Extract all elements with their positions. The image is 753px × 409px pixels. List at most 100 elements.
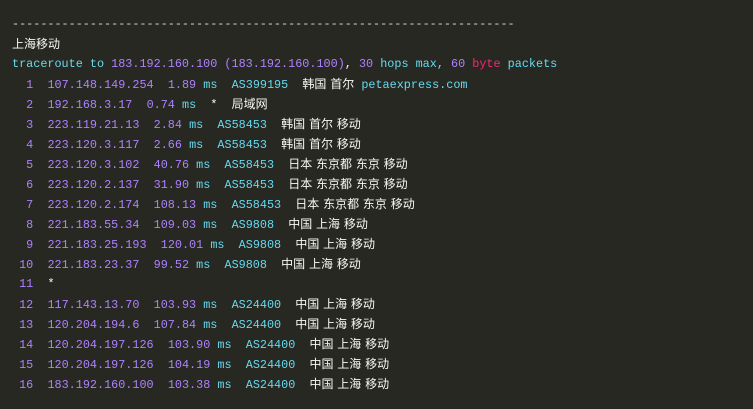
hop-unit: ms: [203, 198, 218, 212]
hop-location: 中国 上海 移动: [295, 317, 375, 331]
separator-line: ----------------------------------------…: [12, 17, 515, 31]
hop-row: 6 223.120.2.137 31.90 ms AS58453 日本 东京都 …: [12, 174, 557, 194]
cmd-packets: packets: [500, 57, 558, 71]
hop-row: 1 107.148.149.254 1.89 ms AS399195 韩国 首尔…: [12, 74, 557, 94]
hop-asn: AS58453: [217, 118, 267, 132]
hop-number: 3: [19, 118, 34, 132]
hop-unit: ms: [203, 218, 218, 232]
cmd-target-paren: (183.192.160.100): [224, 57, 345, 71]
hop-unit: ms: [196, 178, 211, 192]
hop-unit: ms: [203, 318, 218, 332]
hop-asn: AS24400: [245, 378, 296, 392]
hop-ip: 223.120.3.117: [47, 138, 140, 152]
hop-domain: petaexpress.com: [361, 78, 468, 92]
hop-unit: ms: [181, 98, 197, 112]
hop-list: 1 107.148.149.254 1.89 ms AS399195 韩国 首尔…: [12, 74, 557, 394]
hop-latency: 2.66: [153, 138, 182, 152]
hop-row: 8 221.183.55.34 109.03 ms AS9808 中国 上海 移…: [12, 214, 557, 234]
hop-number: 2: [19, 98, 34, 112]
hop-latency: 31.90: [153, 178, 190, 192]
hop-number: 4: [19, 138, 34, 152]
hop-ip: 107.148.149.254: [47, 78, 154, 92]
hop-asn: AS58453: [224, 178, 275, 192]
hop-location: 韩国 首尔: [302, 77, 355, 91]
hop-ip: 221.183.55.34: [47, 218, 140, 232]
hop-latency: 109.03: [153, 218, 197, 232]
hop-latency: 103.38: [167, 378, 211, 392]
hop-latency: 107.84: [153, 318, 197, 332]
hop-asn: AS24400: [231, 298, 282, 312]
hop-asn: AS58453: [231, 198, 282, 212]
hop-number: 15: [19, 358, 34, 372]
hop-row: 3 223.119.21.13 2.84 ms AS58453 韩国 首尔 移动: [12, 114, 557, 134]
hop-ip: *: [47, 277, 55, 291]
hop-number: 8: [19, 218, 34, 232]
hop-ip: 221.183.23.37: [47, 258, 140, 272]
hop-latency: 99.52: [153, 258, 190, 272]
hop-ip: 221.183.25.193: [47, 238, 147, 252]
hop-location: 中国 上海 移动: [309, 357, 390, 371]
hop-row: 5 223.120.3.102 40.76 ms AS58453 日本 东京都 …: [12, 154, 557, 174]
hop-latency: 108.13: [153, 198, 197, 212]
hop-row: 15 120.204.197.126 104.19 ms AS24400 中国 …: [12, 354, 557, 374]
hop-asn: AS58453: [217, 138, 267, 152]
hop-number: 5: [19, 158, 34, 172]
hop-row: 10 221.183.23.37 99.52 ms AS9808 中国 上海 移…: [12, 254, 557, 274]
hop-location: 韩国 首尔 移动: [281, 137, 361, 151]
hop-ip: 117.143.13.70: [47, 298, 140, 312]
hop-ip: 223.119.21.13: [47, 118, 140, 132]
hop-ip: 120.204.194.6: [47, 318, 140, 332]
hop-ip: 223.120.2.137: [47, 178, 140, 192]
hop-ip: 223.120.3.102: [47, 158, 140, 172]
traceroute-command: traceroute to 183.192.160.100 (183.192.1…: [12, 54, 557, 74]
hop-location: 中国 上海 移动: [288, 217, 368, 231]
hop-asn: AS24400: [245, 358, 296, 372]
hop-unit: ms: [217, 358, 232, 372]
hop-latency: 103.93: [153, 298, 197, 312]
hop-ip: 120.204.197.126: [47, 338, 154, 352]
hop-row: 16 183.192.160.100 103.38 ms AS24400 中国 …: [12, 374, 557, 394]
hop-unit: ms: [203, 298, 218, 312]
hop-location: 局域网: [231, 97, 268, 111]
hop-row: 2 192.168.3.17 0.74 ms * 局域网: [12, 94, 557, 114]
hop-latency: 1.89: [167, 78, 197, 92]
hop-asn: AS24400: [231, 318, 282, 332]
hop-latency: 103.90: [167, 338, 211, 352]
hop-number: 9: [19, 238, 34, 252]
hop-number: 1: [19, 78, 34, 92]
hop-number: 7: [19, 198, 34, 212]
hop-unit: ms: [196, 158, 211, 172]
hop-row: 13 120.204.194.6 107.84 ms AS24400 中国 上海…: [12, 314, 557, 334]
hop-unit: ms: [189, 138, 204, 152]
hop-location: 日本 东京都 东京 移动: [295, 197, 415, 211]
hop-unit: ms: [189, 118, 204, 132]
cmd-byte-word: byte: [472, 57, 501, 71]
hop-location: 中国 上海 移动: [309, 337, 390, 351]
hop-latency: 40.76: [153, 158, 190, 172]
hop-unit: ms: [217, 378, 232, 392]
hop-location: 中国 上海 移动: [295, 237, 375, 251]
cmd-prefix: traceroute to: [12, 57, 112, 71]
hop-asn: AS9808: [238, 238, 282, 252]
hop-asn: AS9808: [224, 258, 267, 272]
hop-ip: 223.120.2.174: [47, 198, 140, 212]
hop-latency: 120.01: [160, 238, 204, 252]
hop-number: 13: [19, 318, 34, 332]
section-title: 上海移动: [12, 37, 61, 51]
hop-row: 12 117.143.13.70 103.93 ms AS24400 中国 上海…: [12, 294, 557, 314]
hop-latency: 2.84: [153, 118, 182, 132]
hop-number: 16: [19, 378, 34, 392]
cmd-comma: ,: [344, 57, 359, 71]
hop-number: 10: [19, 258, 34, 272]
hop-latency: 0.74: [146, 98, 175, 112]
hop-location: 中国 上海 移动: [295, 297, 375, 311]
hop-row: 7 223.120.2.174 108.13 ms AS58453 日本 东京都…: [12, 194, 557, 214]
hop-location: 韩国 首尔 移动: [281, 117, 361, 131]
cmd-hops-text: hops max,: [373, 57, 451, 71]
hop-number: 14: [19, 338, 34, 352]
hop-ip: 192.168.3.17: [47, 98, 133, 112]
hop-row: 9 221.183.25.193 120.01 ms AS9808 中国 上海 …: [12, 234, 557, 254]
hop-ip: 120.204.197.126: [47, 358, 154, 372]
hop-asn: AS24400: [245, 338, 296, 352]
cmd-bytes: 60: [451, 57, 466, 71]
